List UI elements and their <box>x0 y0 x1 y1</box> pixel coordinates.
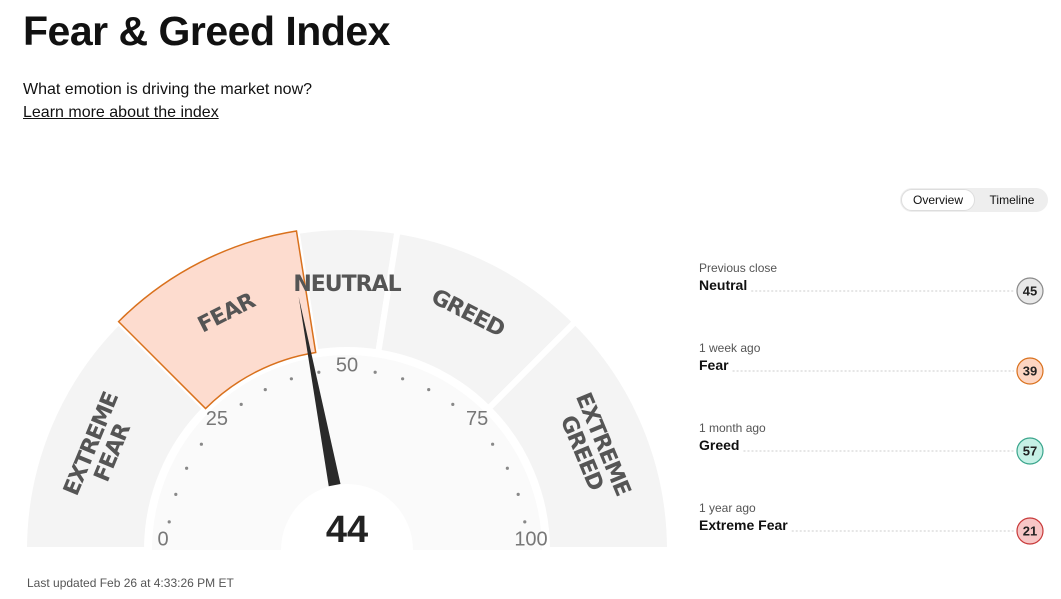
needle <box>298 296 341 487</box>
history-badge <box>1016 357 1044 385</box>
history-badge <box>1016 277 1044 305</box>
scale-dot <box>491 442 495 446</box>
history-value: 21 <box>1023 523 1037 538</box>
gauge-value: 44 <box>326 509 368 551</box>
last-updated: Last updated Feb 26 at 4:33:26 PM ET <box>27 576 234 590</box>
segment-label: NEUTRAL <box>293 272 401 297</box>
title: Fear & Greed Index <box>23 8 390 54</box>
history-value: 57 <box>1023 443 1037 458</box>
scale-dot <box>516 492 520 496</box>
scale-dot <box>185 466 189 470</box>
scale-dot <box>505 466 509 470</box>
scale-dot <box>373 370 377 374</box>
tab-timeline[interactable]: Timeline <box>989 193 1035 207</box>
gauge-segment <box>484 317 674 553</box>
history-rating: Extreme Fear <box>699 517 788 533</box>
learn-more-link[interactable]: Learn more about the index <box>23 104 219 121</box>
scale-dot <box>239 402 243 406</box>
gauge-inner <box>152 355 542 550</box>
gauge-chart: EXTREMEFEARFEARNEUTRALGREEDEXTREMEGREED0… <box>24 227 1044 570</box>
history-rating: Greed <box>699 437 739 453</box>
scale-tick-label: 75 <box>466 408 488 430</box>
scale-dot <box>427 388 431 392</box>
gauge-segment-active <box>117 230 317 410</box>
scale-dot <box>401 377 405 381</box>
history-when: Previous close <box>699 261 777 275</box>
history-value: 39 <box>1023 363 1037 378</box>
history-badge <box>1016 517 1044 545</box>
history-badge <box>1016 437 1044 465</box>
history-value: 45 <box>1023 283 1037 298</box>
scale-tick-label: 0 <box>157 528 168 550</box>
history-when: 1 year ago <box>699 501 756 515</box>
scale-tick-label: 25 <box>206 408 228 430</box>
history-rating: Neutral <box>699 277 747 293</box>
scale-tick-label: 100 <box>514 528 547 550</box>
scale-tick-label: 50 <box>336 354 358 376</box>
history-rating: Fear <box>699 357 729 373</box>
tabs: Overview Timeline <box>900 188 1048 212</box>
history-when: 1 week ago <box>699 341 761 355</box>
scale-dot <box>523 520 527 524</box>
scale-dot <box>174 492 178 496</box>
history-when: 1 month ago <box>699 421 766 435</box>
scale-dot <box>263 388 267 392</box>
tab-overview[interactable]: Overview <box>901 189 975 211</box>
scale-dot <box>167 520 171 524</box>
subtitle: What emotion is driving the market now? <box>23 81 313 98</box>
scale-dot <box>289 377 293 381</box>
gauge-center <box>281 484 413 570</box>
scale-dot <box>451 402 455 406</box>
scale-dot <box>199 442 203 446</box>
scale-dot <box>317 370 321 374</box>
